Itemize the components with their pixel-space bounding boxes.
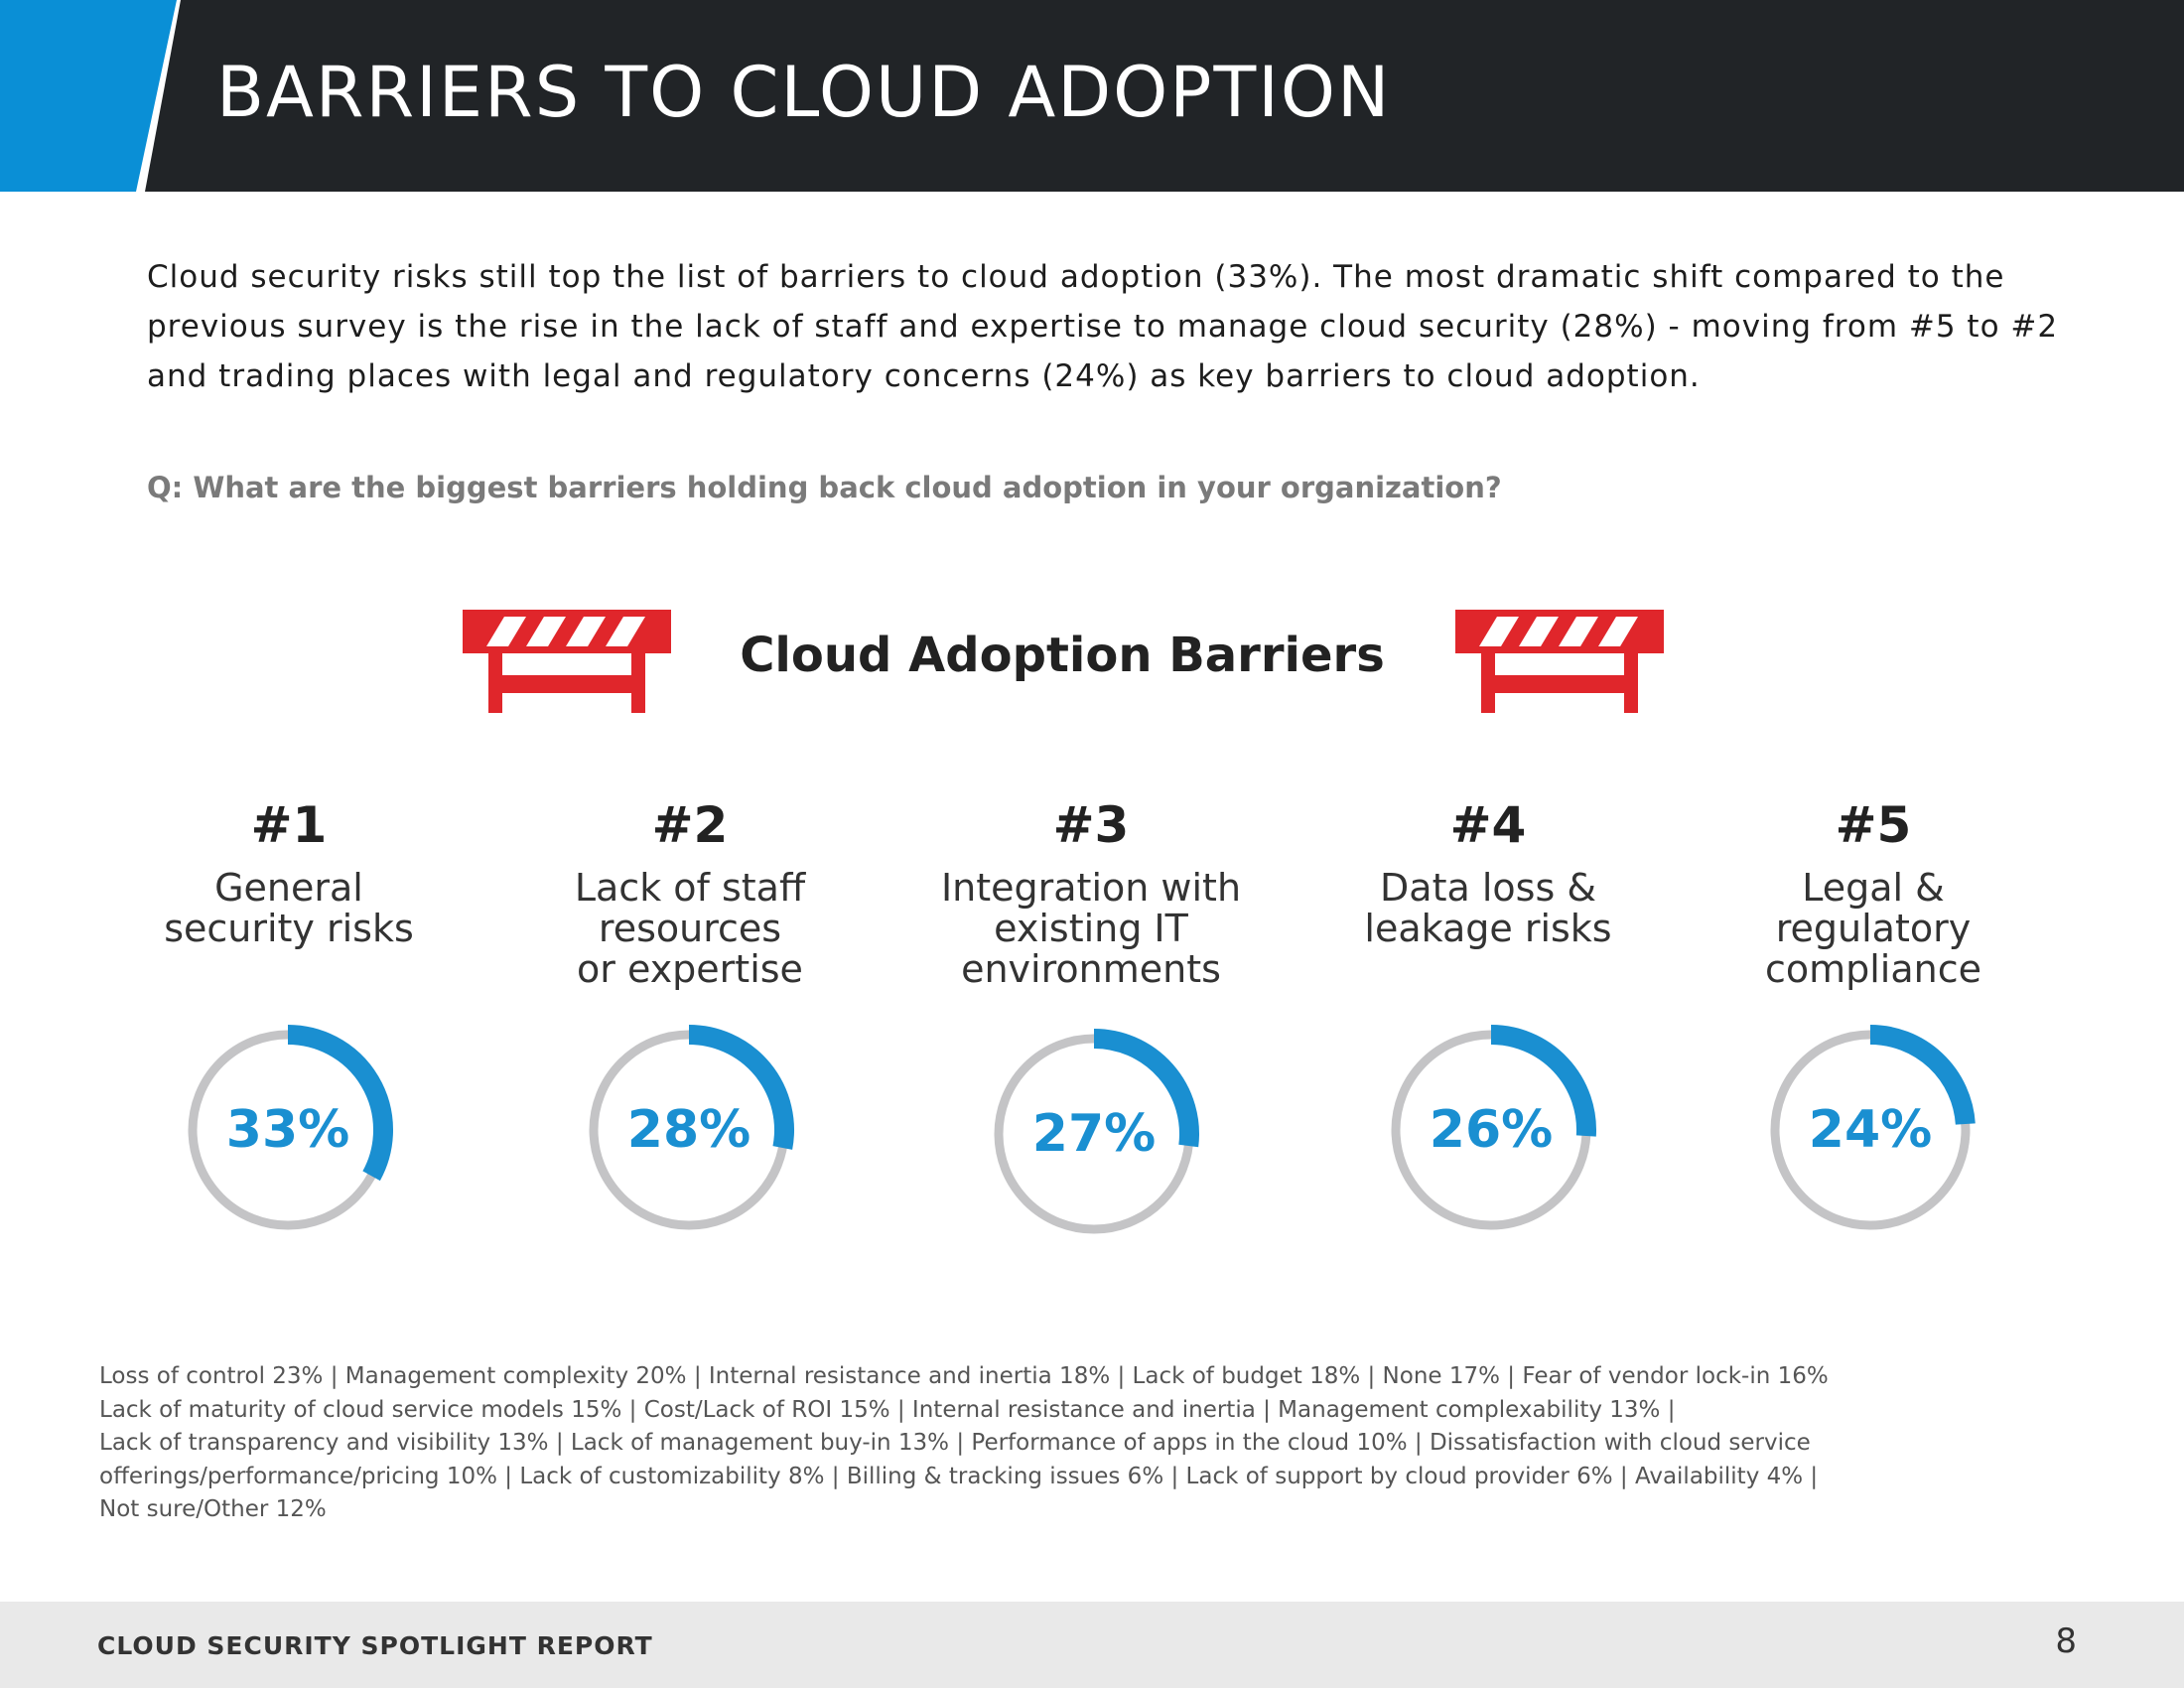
other-barriers-line: Lack of maturity of cloud service models… (99, 1396, 1676, 1423)
barrier-label-line: General (214, 866, 363, 910)
donut-chart-4: 26% (1382, 1021, 1600, 1239)
donut-chart-5: 24% (1761, 1021, 1979, 1239)
intro-paragraph: Cloud security risks still top the list … (147, 259, 2059, 394)
barrier-label-line: resources (598, 907, 782, 950)
barrier-rank: #3 (1052, 796, 1130, 854)
donut-value-label: 28% (626, 1100, 751, 1160)
other-barriers-list: Loss of control 23% | Management complex… (99, 1360, 2095, 1527)
barrier-label-line: existing IT (994, 907, 1188, 950)
donut-svg (994, 1029, 1199, 1234)
header-band (0, 0, 2184, 192)
donut-svg (188, 1025, 393, 1230)
header-accent (0, 0, 177, 192)
barrier-rank: #4 (1449, 796, 1527, 854)
footer-report-title: CLOUD SECURITY SPOTLIGHT REPORT (97, 1631, 653, 1660)
barrier-label-line: Data loss & (1380, 866, 1596, 910)
barrier-column-3: #3 Integration with existing IT environm… (927, 794, 1255, 990)
barrier-label-line: regulatory (1775, 907, 1972, 950)
donut-arc (1490, 1025, 1596, 1137)
donut-chart-2: 28% (580, 1021, 798, 1239)
road-barrier-icon (1455, 610, 1664, 713)
donut-arc (1869, 1025, 1976, 1125)
donut-arc (1093, 1029, 1199, 1148)
barrier-label-line: Lack of staff (574, 866, 806, 910)
donut-value-label: 26% (1429, 1100, 1554, 1160)
barrier-label-line: or expertise (577, 947, 803, 991)
page-header: BARRIERS TO CLOUD ADOPTION (0, 0, 2184, 192)
donut-value-label: 24% (1808, 1100, 1933, 1160)
barrier-column-5: #5 Legal & regulatory compliance (1709, 794, 2037, 990)
barrier-column-1: #1 General security risks (125, 794, 453, 949)
barrier-label-line: leakage risks (1364, 907, 1612, 950)
barrier-label-line: security risks (164, 907, 414, 950)
barrier-column-4: #4 Data loss & leakage risks (1324, 794, 1652, 949)
donut-svg (589, 1025, 794, 1230)
barrier-column-2: #2 Lack of staff resources or expertise (526, 794, 854, 990)
barrier-label-line: compliance (1764, 947, 1982, 991)
donut-arc (688, 1025, 794, 1150)
barrier-label-line: Legal & (1802, 866, 1945, 910)
barrier-label-line: environments (961, 947, 1221, 991)
barrier-label: Legal & regulatory compliance (1709, 868, 2037, 990)
other-barriers-line: Loss of control 23% | Management complex… (99, 1363, 1829, 1389)
barrier-label: Lack of staff resources or expertise (526, 868, 854, 990)
barrier-label: Integration with existing IT environment… (927, 868, 1255, 990)
page-number: 8 (2055, 1621, 2077, 1661)
barrier-rank: #5 (1835, 796, 1912, 854)
chart-title: Cloud Adoption Barriers (740, 628, 1385, 683)
donut-value-label: 33% (225, 1100, 350, 1160)
barrier-label: Data loss & leakage risks (1324, 868, 1652, 949)
page-footer: CLOUD SECURITY SPOTLIGHT REPORT 8 (0, 1602, 2184, 1688)
barrier-label-line: Integration with (940, 866, 1242, 910)
survey-question: Q: What are the biggest barriers holding… (147, 471, 1502, 504)
barrier-rank: #1 (250, 796, 328, 854)
barrier-rank: #2 (651, 796, 729, 854)
donut-svg (1391, 1025, 1596, 1230)
donut-chart-3: 27% (985, 1025, 1203, 1243)
other-barriers-line: offerings/performance/pricing 10% | Lack… (99, 1463, 1819, 1489)
page-title: BARRIERS TO CLOUD ADOPTION (216, 52, 1392, 133)
donut-chart-1: 33% (179, 1021, 397, 1239)
donut-value-label: 27% (1031, 1104, 1157, 1164)
donut-svg (1770, 1025, 1976, 1230)
other-barriers-line: Not sure/Other 12% (99, 1496, 327, 1522)
other-barriers-line: Lack of transparency and visibility 13% … (99, 1430, 1811, 1456)
road-barrier-icon (463, 610, 671, 713)
donut-arc (287, 1025, 393, 1182)
barrier-label: General security risks (125, 868, 453, 949)
